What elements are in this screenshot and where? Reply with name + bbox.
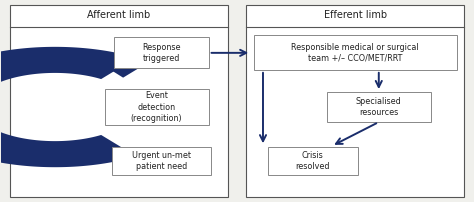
Polygon shape bbox=[0, 47, 137, 167]
FancyBboxPatch shape bbox=[114, 37, 209, 68]
FancyBboxPatch shape bbox=[254, 35, 457, 70]
Text: Response
triggered: Response triggered bbox=[142, 43, 181, 63]
FancyBboxPatch shape bbox=[327, 93, 431, 122]
Text: Specialised
resources: Specialised resources bbox=[356, 97, 401, 117]
Text: Crisis
resolved: Crisis resolved bbox=[295, 151, 330, 171]
Polygon shape bbox=[99, 63, 141, 78]
FancyBboxPatch shape bbox=[112, 147, 211, 175]
Text: Urgent un-met
patient need: Urgent un-met patient need bbox=[132, 151, 191, 171]
Text: Afferent limb: Afferent limb bbox=[87, 10, 150, 20]
FancyBboxPatch shape bbox=[10, 5, 228, 197]
FancyBboxPatch shape bbox=[268, 147, 357, 175]
FancyBboxPatch shape bbox=[246, 5, 464, 197]
Text: Responsible medical or surgical
team +/– CCO/MET/RRT: Responsible medical or surgical team +/–… bbox=[292, 43, 419, 63]
Text: Event
detection
(recognition): Event detection (recognition) bbox=[131, 92, 182, 123]
FancyBboxPatch shape bbox=[105, 89, 209, 125]
Text: Efferent limb: Efferent limb bbox=[324, 10, 387, 20]
